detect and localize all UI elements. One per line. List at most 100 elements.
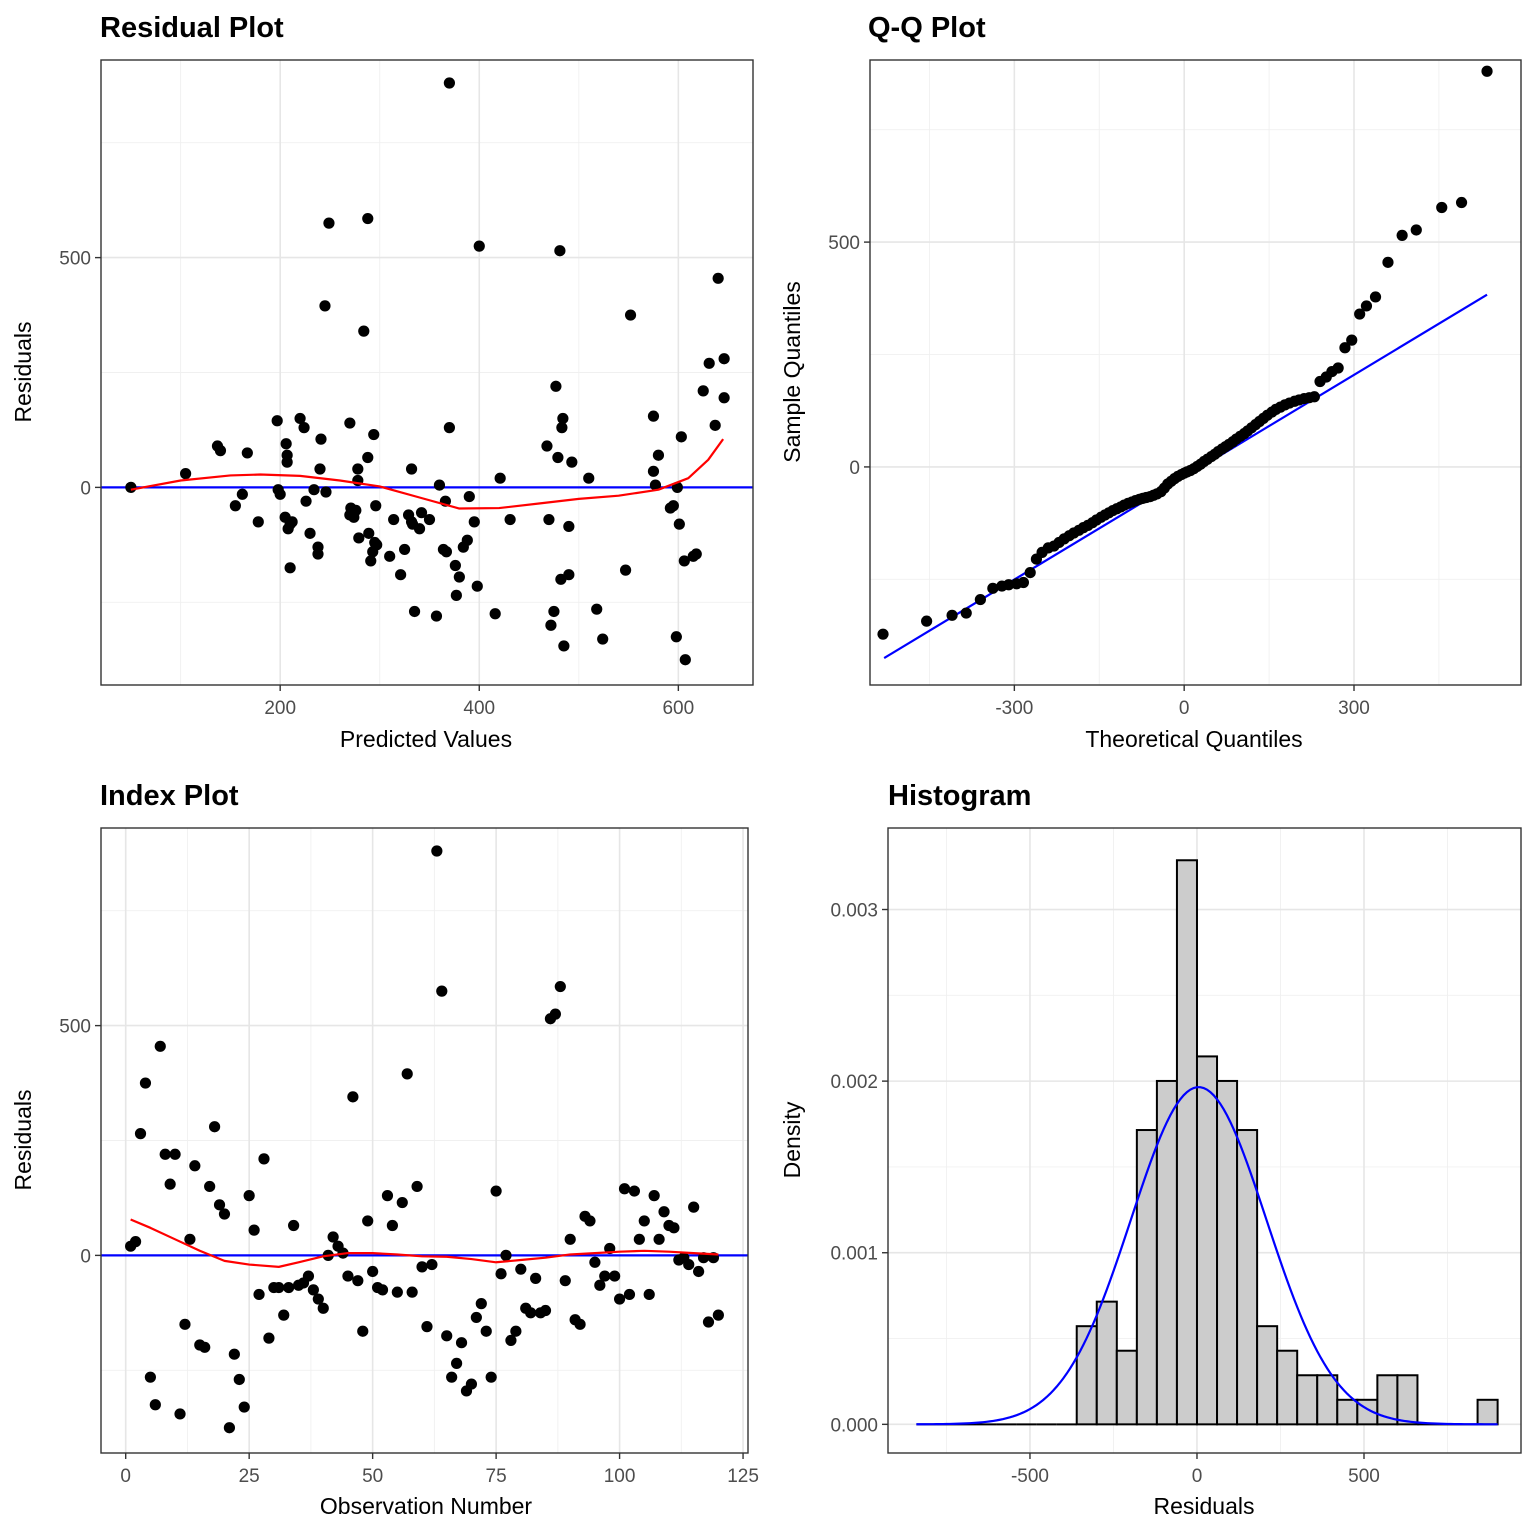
index-plot-point xyxy=(179,1318,191,1330)
index-plot-point xyxy=(283,1281,295,1294)
histogram-bar xyxy=(1075,1325,1098,1426)
qq-plot-point xyxy=(1455,196,1468,209)
index-plot-point xyxy=(208,1121,221,1133)
residual-plot-y-tick-label: 500 xyxy=(59,249,91,270)
qq-plot-x-tick-label: -300 xyxy=(995,698,1033,719)
qq-plot-point xyxy=(1354,308,1366,320)
histogram-data-layer xyxy=(916,859,1499,1426)
index-plot-point xyxy=(633,1233,645,1245)
index-plot-point xyxy=(539,1304,552,1317)
index-plot-point xyxy=(238,1401,250,1413)
residual-plot-point xyxy=(314,463,326,475)
residual-plot-point xyxy=(675,431,687,443)
index-plot-point xyxy=(436,985,448,997)
residual-plot-panel: Residual Plot Predicted Values Residuals… xyxy=(10,12,754,752)
residual-plot-point xyxy=(363,527,375,539)
residual-plot-point xyxy=(323,217,335,229)
qq-plot-point xyxy=(1436,201,1448,214)
index-plot-point xyxy=(618,1183,631,1195)
residual-plot-point xyxy=(440,546,453,558)
histogram-bar xyxy=(1195,1055,1219,1426)
residual-plot-point xyxy=(388,513,400,526)
index-plot-point xyxy=(628,1185,641,1197)
residual-plot-x-tick-label: 200 xyxy=(264,698,296,719)
index-plot-point xyxy=(233,1373,245,1386)
histogram-x-tick-label: 0 xyxy=(1192,1466,1203,1487)
index-plot-point xyxy=(253,1288,265,1301)
residual-plot-point xyxy=(541,440,553,452)
residual-plot-point xyxy=(362,451,374,464)
residual-plot-frame xyxy=(100,59,754,686)
histogram-bar xyxy=(1115,1349,1138,1426)
index-plot-point xyxy=(352,1275,364,1287)
residual-plot-point xyxy=(545,619,557,631)
index-plot-panel: Index Plot Observation Number Residuals … xyxy=(10,780,759,1519)
index-plot-point xyxy=(129,1236,142,1248)
residual-plot-point xyxy=(286,516,298,528)
histogram-bar xyxy=(1296,1374,1319,1426)
qq-plot-point xyxy=(1017,576,1030,589)
histogram-bar xyxy=(1336,1398,1359,1426)
index-plot-x-tick-label: 125 xyxy=(727,1466,759,1487)
histogram-bar xyxy=(1095,1300,1118,1426)
residual-plot-point xyxy=(423,513,436,526)
index-plot-point xyxy=(559,1275,571,1287)
residual-plot-point xyxy=(365,555,377,567)
residual-plot-point xyxy=(320,486,332,498)
residual-plot-point xyxy=(298,422,310,434)
residual-plot-data-layer xyxy=(101,77,753,666)
qq-plot-point xyxy=(1332,362,1344,374)
residual-plot-point xyxy=(413,523,426,535)
qq-plot-point xyxy=(960,607,972,619)
residual-plot-point xyxy=(552,451,564,464)
residual-plot-point xyxy=(271,415,283,427)
index-plot-point xyxy=(401,1068,413,1080)
index-plot-point xyxy=(525,1307,537,1319)
residual-plot-point xyxy=(274,488,286,500)
residual-plot-point xyxy=(229,500,241,512)
index-plot-point xyxy=(149,1399,161,1411)
residual-plot-point xyxy=(647,465,660,477)
histogram-bar xyxy=(1175,859,1198,1426)
residual-plot-point xyxy=(399,543,411,556)
index-plot-point xyxy=(307,1284,319,1296)
index-plot-point xyxy=(357,1325,369,1337)
residual-plot-point xyxy=(319,300,331,312)
histogram-bar xyxy=(1396,1374,1419,1426)
qq-plot-point xyxy=(1396,229,1408,241)
residual-plot-point xyxy=(690,548,702,560)
index-plot-point xyxy=(411,1180,423,1193)
qq-plot-point xyxy=(1481,65,1493,77)
index-plot-point xyxy=(302,1270,315,1282)
qq-plot-point xyxy=(987,582,999,594)
residual-plot-point xyxy=(563,520,575,533)
residual-plot-point xyxy=(679,654,691,666)
residual-plot-point xyxy=(450,589,462,601)
index-plot-point xyxy=(465,1378,478,1390)
residual-plot-point xyxy=(473,240,485,252)
histogram-bar xyxy=(1236,1129,1259,1426)
residual-plot-point xyxy=(180,468,192,480)
index-plot-point xyxy=(693,1265,705,1278)
index-plot-point xyxy=(668,1222,680,1234)
index-plot-point xyxy=(213,1199,226,1211)
residual-plot-point xyxy=(558,640,570,652)
histogram-bar xyxy=(1276,1349,1299,1426)
histogram-bar xyxy=(1316,1374,1339,1426)
residual-plot-point xyxy=(353,532,365,544)
index-plot-point xyxy=(288,1219,300,1232)
residual-plot-point xyxy=(543,513,555,526)
qq-plot-y-tick-label: 0 xyxy=(849,458,860,479)
index-plot-point xyxy=(446,1371,458,1383)
residual-plot-point xyxy=(591,603,603,615)
residual-plot-point xyxy=(647,410,660,422)
residual-plot-point xyxy=(352,463,364,475)
index-plot-point xyxy=(204,1180,216,1193)
residual-plot-point xyxy=(697,385,709,397)
qq-plot-panel: Q-Q Plot Theoretical Quantiles Sample Qu… xyxy=(779,12,1522,752)
residual-plot-point xyxy=(566,456,578,468)
index-plot-point xyxy=(347,1091,359,1103)
residual-plot-point xyxy=(368,428,380,441)
index-plot-point xyxy=(342,1270,354,1282)
